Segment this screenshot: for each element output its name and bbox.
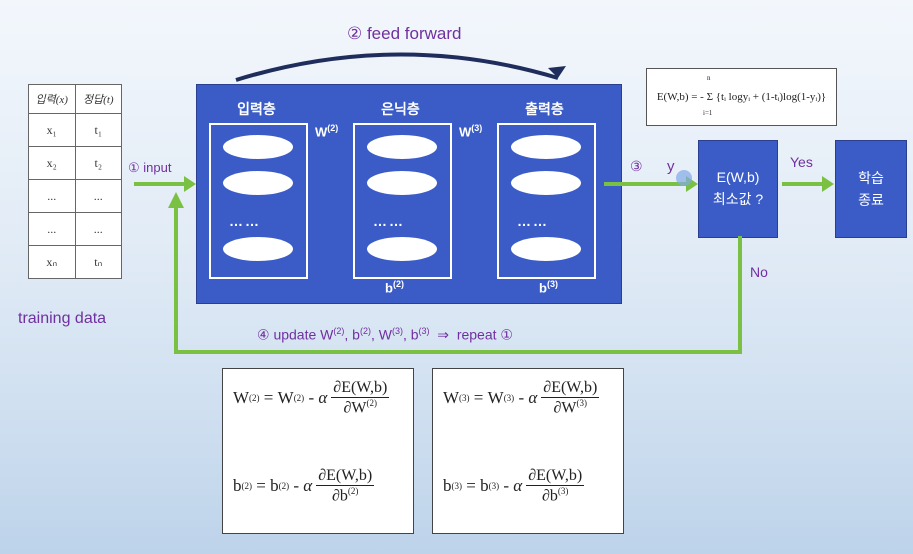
feed-forward-arc	[235, 52, 566, 82]
training-done-box: 학습 종료	[835, 140, 907, 238]
table-cell: t₁	[74, 113, 122, 147]
table-cell: x₁	[28, 113, 76, 147]
b3-update-formula: b (3) = b (3) - α ∂E(W,b) ∂b(3)	[443, 467, 585, 505]
loss-function-formula: E(W,b) = - Σ {tᵢ logyᵢ + (1-tᵢ)log(1-yᵢ)…	[646, 68, 837, 126]
table-cell: ...	[74, 212, 122, 246]
table-cell: t₂	[74, 146, 122, 180]
no-label: No	[750, 264, 768, 280]
neuron	[367, 171, 437, 195]
table-row: ... ...	[28, 212, 122, 246]
feed-forward-title: ② feed forward	[347, 24, 462, 43]
bias-b3-label: b(3)	[539, 279, 558, 296]
weight-w3-label: W(3)	[459, 123, 483, 140]
loss-check-line2: 최소값 ?	[712, 191, 764, 207]
cursor-indicator	[676, 170, 692, 186]
training-done-line1: 학습	[858, 170, 884, 186]
training-data-table: 입력(x) 정답(t) x₁ t₁ x₂ t₂ ... ... ... ... …	[28, 84, 122, 279]
step3-label: ③	[630, 158, 643, 174]
table-cell: ...	[28, 179, 76, 213]
table-row: x₁ t₁	[28, 113, 122, 147]
update-label: ④ update W(2), b(2), W(3), b(3) ⇒ repeat…	[257, 326, 513, 343]
loss-sum-bottom: i=1	[703, 109, 713, 117]
hidden-layer-title: 은닉층	[381, 101, 420, 117]
w2-update-formula: W (2) = W (2) - α ∂E(W,b) ∂W(2)	[233, 379, 390, 417]
yes-arrow	[782, 176, 834, 192]
loss-check-line1: E(W,b)	[716, 169, 760, 185]
w3-update-formula: W (3) = W (3) - α ∂E(W,b) ∂W(3)	[443, 379, 600, 417]
step1-input-label: ① input	[128, 160, 172, 175]
input-layer: ……	[209, 123, 308, 279]
neuron	[367, 237, 437, 261]
loss-check-box: E(W,b) 최소값 ?	[698, 140, 778, 238]
weight-w2-label: W(2)	[315, 123, 339, 140]
b2-update-formula: b (2) = b (2) - α ∂E(W,b) ∂b(2)	[233, 467, 375, 505]
neuron	[511, 171, 581, 195]
hidden-layer: ……	[353, 123, 452, 279]
table-cell: xₙ	[28, 245, 76, 279]
input-layer-title: 입력층	[237, 101, 276, 117]
ellipsis: ……	[517, 213, 549, 229]
ellipsis: ……	[229, 213, 261, 229]
feedback-loop-arrow	[168, 192, 742, 354]
loss-formula-text: E(W,b) = - Σ {tᵢ logyᵢ + (1-tᵢ)log(1-yᵢ)…	[656, 91, 827, 103]
neural-network-box: 입력층 은닉층 출력층 …… …… …… W(2) W(3) b(2) b(3)	[196, 84, 622, 304]
yes-label: Yes	[790, 154, 813, 170]
loss-sum-top: n	[707, 74, 711, 82]
ellipsis: ……	[373, 213, 405, 229]
table-header-answer: 정답(t)	[74, 84, 122, 114]
table-cell: ...	[28, 212, 76, 246]
table-cell: ...	[74, 179, 122, 213]
training-data-label: training data	[18, 310, 107, 327]
table-cell: x₂	[28, 146, 76, 180]
input-arrow	[134, 176, 196, 192]
update-formula-box-layer2: W (2) = W (2) - α ∂E(W,b) ∂W(2) b (2) = b (2)…	[222, 368, 414, 534]
output-layer-title: 출력층	[525, 101, 564, 117]
table-row: ... ...	[28, 179, 122, 213]
table-cell: tₙ	[74, 245, 122, 279]
neuron	[511, 237, 581, 261]
neuron	[223, 237, 293, 261]
training-done-line2: 종료	[858, 192, 884, 208]
neuron	[223, 171, 293, 195]
output-y-label: y	[667, 158, 675, 175]
table-row: x₂ t₂	[28, 146, 122, 180]
output-layer: ……	[497, 123, 596, 279]
table-header-input: 입력(x)	[28, 84, 76, 114]
neuron	[223, 135, 293, 159]
neuron	[511, 135, 581, 159]
bias-b2-label: b(2)	[385, 279, 404, 296]
update-formula-box-layer3: W (3) = W (3) - α ∂E(W,b) ∂W(3) b (3) = b (3)…	[432, 368, 624, 534]
table-row: xₙ tₙ	[28, 245, 122, 279]
neuron	[367, 135, 437, 159]
